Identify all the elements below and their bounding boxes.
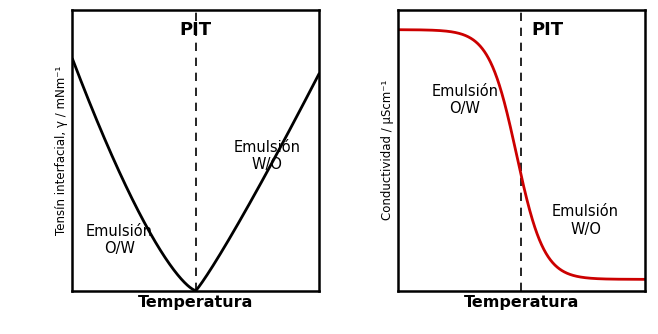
Text: Emulsión
O/W: Emulsión O/W <box>431 84 498 116</box>
Y-axis label: Conductividad / μScm⁻¹: Conductividad / μScm⁻¹ <box>381 80 394 220</box>
Text: Emulsión
W/O: Emulsión W/O <box>234 140 301 172</box>
Text: PIT: PIT <box>532 21 563 39</box>
Y-axis label: Tensín interfacial, γ / mNm⁻¹: Tensín interfacial, γ / mNm⁻¹ <box>55 65 68 235</box>
Text: Emulsión
W/O: Emulsión W/O <box>552 204 619 237</box>
Text: Emulsión
O/W: Emulsión O/W <box>86 224 153 256</box>
Text: PIT: PIT <box>180 21 212 39</box>
X-axis label: Temperatura: Temperatura <box>138 295 253 310</box>
X-axis label: Temperatura: Temperatura <box>464 295 579 310</box>
